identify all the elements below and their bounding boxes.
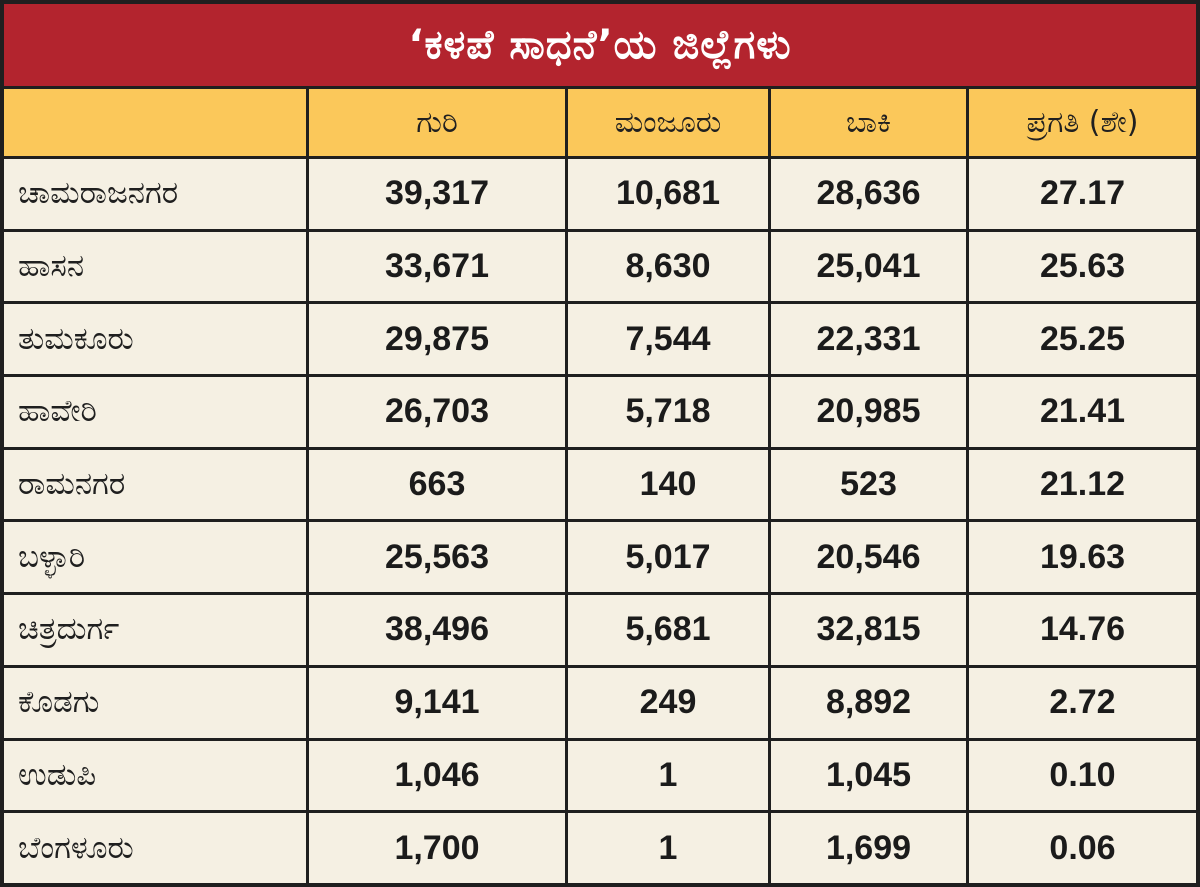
cell-progress: 0.10 xyxy=(969,740,1196,811)
cell-progress: 14.76 xyxy=(969,595,1196,665)
cell-sanctioned: 10,681 xyxy=(568,159,768,229)
cell-pending: 25,041 xyxy=(771,231,966,302)
cell-target: 29,875 xyxy=(309,304,565,375)
cell-progress: 25.25 xyxy=(969,304,1196,375)
cell-pending: 1,045 xyxy=(771,740,966,811)
cell-sanctioned: 1 xyxy=(568,740,768,811)
cell-pending: 8,892 xyxy=(771,667,966,738)
row-district-name: ಚಾಮರಾಜನಗರ xyxy=(4,159,306,229)
cell-pending: 523 xyxy=(771,449,966,520)
cell-progress: 21.12 xyxy=(969,449,1196,520)
row-district-name: ತುಮಕೂರು xyxy=(4,304,306,375)
cell-progress: 27.17 xyxy=(969,159,1196,229)
cell-target: 9,141 xyxy=(309,667,565,738)
cell-pending: 20,985 xyxy=(771,377,966,447)
column-header: ಬಾಕಿ xyxy=(771,89,966,156)
cell-sanctioned: 5,017 xyxy=(568,522,768,593)
cell-progress: 25.63 xyxy=(969,231,1196,302)
cell-sanctioned: 5,718 xyxy=(568,377,768,447)
row-district-name: ಬಳ್ಳಾರಿ xyxy=(4,522,306,593)
column-header: ಗುರಿ xyxy=(309,89,565,156)
cell-pending: 28,636 xyxy=(771,159,966,229)
cell-target: 25,563 xyxy=(309,522,565,593)
row-district-name: ಹಾಸನ xyxy=(4,231,306,302)
cell-sanctioned: 140 xyxy=(568,449,768,520)
cell-sanctioned: 249 xyxy=(568,667,768,738)
cell-pending: 1,699 xyxy=(771,813,966,883)
row-district-name: ಉಡುಪಿ xyxy=(4,740,306,811)
data-table: ಗುರಿ ಮಂಜೂರು ಬಾಕಿ ಪ್ರಗತಿ (ಶೇ) ಚಾಮರಾಜನಗರ 39,317… xyxy=(4,89,1196,883)
cell-progress: 0.06 xyxy=(969,813,1196,883)
cell-pending: 32,815 xyxy=(771,595,966,665)
row-district-name: ಹಾವೇರಿ xyxy=(4,377,306,447)
cell-target: 1,046 xyxy=(309,740,565,811)
row-district-name: ರಾಮನಗರ xyxy=(4,449,306,520)
cell-target: 39,317 xyxy=(309,159,565,229)
row-district-name: ಬೆಂಗಳೂರು xyxy=(4,813,306,883)
cell-pending: 22,331 xyxy=(771,304,966,375)
cell-progress: 2.72 xyxy=(969,667,1196,738)
cell-progress: 19.63 xyxy=(969,522,1196,593)
cell-sanctioned: 1 xyxy=(568,813,768,883)
cell-target: 1,700 xyxy=(309,813,565,883)
row-district-name: ಕೊಡಗು xyxy=(4,667,306,738)
cell-progress: 21.41 xyxy=(969,377,1196,447)
row-district-name: ಚಿತ್ರದುರ್ಗ xyxy=(4,595,306,665)
header-cell-corner xyxy=(4,89,306,156)
cell-sanctioned: 5,681 xyxy=(568,595,768,665)
column-header: ಪ್ರಗತಿ (ಶೇ) xyxy=(969,89,1196,156)
cell-sanctioned: 8,630 xyxy=(568,231,768,302)
cell-sanctioned: 7,544 xyxy=(568,304,768,375)
cell-target: 38,496 xyxy=(309,595,565,665)
cell-target: 663 xyxy=(309,449,565,520)
table-title: ‘ಕಳಪೆ ಸಾಧನೆ’ಯ ಜಿಲ್ಲೆಗಳು xyxy=(4,4,1196,86)
cell-target: 33,671 xyxy=(309,231,565,302)
cell-pending: 20,546 xyxy=(771,522,966,593)
column-header: ಮಂಜೂರು xyxy=(568,89,768,156)
cell-target: 26,703 xyxy=(309,377,565,447)
